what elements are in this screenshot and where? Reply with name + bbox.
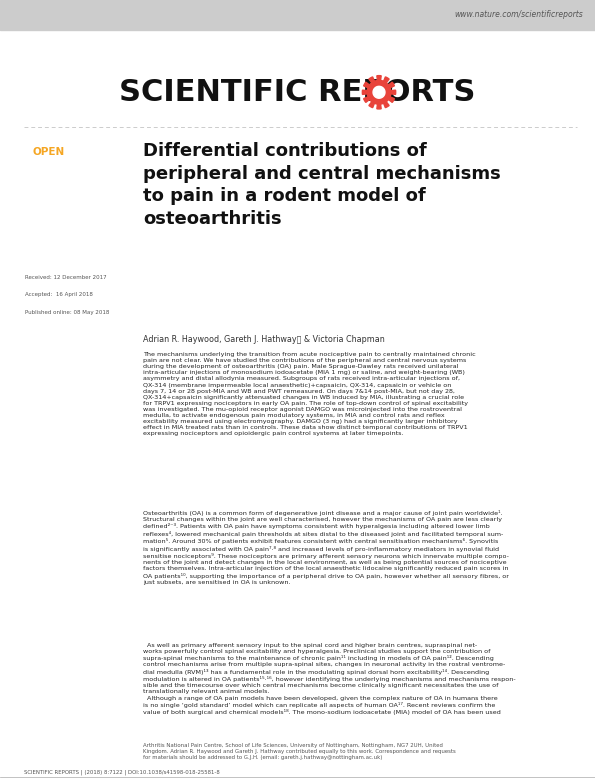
Polygon shape: [377, 104, 381, 109]
Bar: [0, 0, 595, 30]
Text: As well as primary afferent sensory input to the spinal cord and higher brain ce: As well as primary afferent sensory inpu…: [143, 643, 515, 716]
Polygon shape: [389, 82, 394, 88]
Text: Received: 12 December 2017: Received: 12 December 2017: [25, 275, 107, 280]
Text: SCIENTIFIC REPORTS: SCIENTIFIC REPORTS: [120, 77, 475, 107]
Polygon shape: [367, 81, 391, 104]
Polygon shape: [384, 102, 389, 108]
Polygon shape: [389, 97, 394, 102]
Polygon shape: [364, 82, 369, 88]
Polygon shape: [391, 90, 396, 95]
Polygon shape: [369, 77, 374, 83]
Text: Arthritis National Pain Centre, School of Life Sciences, University of Nottingha: Arthritis National Pain Centre, School o…: [143, 743, 456, 760]
Text: www.nature.com/scientificreports: www.nature.com/scientificreports: [455, 10, 583, 20]
Text: SCIENTIFIC REPORTS | (2018) 8:7122 | DOI:10.1038/s41598-018-25581-8: SCIENTIFIC REPORTS | (2018) 8:7122 | DOI…: [24, 769, 220, 775]
Text: The mechanisms underlying the transition from acute nociceptive pain to centrall: The mechanisms underlying the transition…: [143, 352, 475, 436]
Polygon shape: [369, 102, 374, 108]
Polygon shape: [364, 97, 369, 102]
Text: Accepted:  16 April 2018: Accepted: 16 April 2018: [25, 292, 93, 297]
Polygon shape: [373, 86, 385, 99]
Polygon shape: [384, 77, 389, 83]
Text: Osteoarthritis (OA) is a common form of degenerative joint disease and a major c: Osteoarthritis (OA) is a common form of …: [143, 510, 509, 585]
Polygon shape: [362, 90, 367, 95]
Text: Published online: 08 May 2018: Published online: 08 May 2018: [25, 310, 109, 314]
Text: Adrian R. Haywood, Gareth J. HathwayⓄ & Victoria Chapman: Adrian R. Haywood, Gareth J. HathwayⓄ & …: [143, 335, 384, 344]
Text: Differential contributions of
peripheral and central mechanisms
to pain in a rod: Differential contributions of peripheral…: [143, 142, 500, 228]
Polygon shape: [377, 76, 381, 81]
Text: OPEN: OPEN: [33, 147, 65, 157]
